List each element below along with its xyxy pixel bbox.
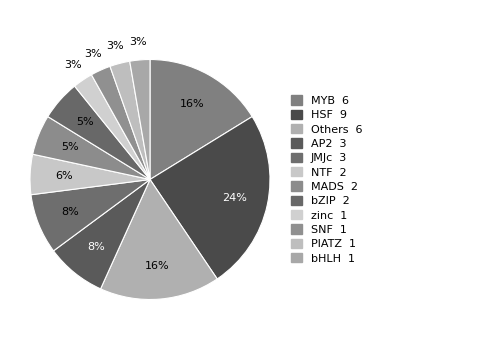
Wedge shape [150, 60, 252, 180]
Wedge shape [92, 66, 150, 180]
Wedge shape [30, 154, 150, 195]
Text: 3%: 3% [64, 60, 82, 70]
Wedge shape [130, 60, 150, 180]
Text: 5%: 5% [76, 117, 94, 127]
Text: 5%: 5% [61, 142, 78, 152]
Text: 16%: 16% [145, 261, 170, 271]
Text: 16%: 16% [180, 99, 204, 109]
Wedge shape [110, 61, 150, 180]
Text: 3%: 3% [130, 37, 147, 47]
Wedge shape [150, 117, 270, 279]
Text: 8%: 8% [87, 242, 104, 252]
Legend: MYB  6, HSF  9, Others  6, AP2  3, JMJc  3, NTF  2, MADS  2, bZIP  2, zinc  1, S: MYB 6, HSF 9, Others 6, AP2 3, JMJc 3, N… [290, 95, 362, 264]
Wedge shape [31, 180, 150, 251]
Text: 3%: 3% [106, 41, 124, 51]
Text: 8%: 8% [61, 207, 78, 217]
Wedge shape [32, 117, 150, 180]
Text: 6%: 6% [55, 171, 72, 181]
Text: 3%: 3% [84, 49, 102, 59]
Wedge shape [48, 86, 150, 180]
Wedge shape [74, 75, 150, 180]
Wedge shape [100, 180, 217, 299]
Wedge shape [54, 180, 150, 289]
Text: 24%: 24% [222, 193, 247, 203]
